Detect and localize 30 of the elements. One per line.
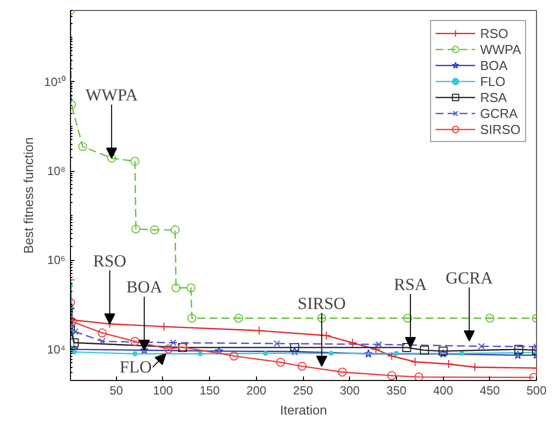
x-tick-label: 500 <box>526 384 547 398</box>
x-tick-label: 50 <box>110 384 124 398</box>
x-tick-label: 400 <box>433 384 454 398</box>
x-tick-label: 350 <box>386 384 407 398</box>
x-tick-label: 300 <box>340 384 360 398</box>
legend-label: RSO <box>480 25 508 41</box>
x-tick-label: 200 <box>246 384 267 398</box>
x-tick-label: 450 <box>480 384 500 398</box>
annotation: RSO <box>93 251 126 270</box>
legend-label: GCRA <box>480 105 518 121</box>
legend-label: RSA <box>480 89 507 105</box>
annotation: RSA <box>394 275 428 294</box>
legend-label: FLO <box>480 73 506 89</box>
x-tick-label: 250 <box>293 384 314 398</box>
annotation: WWPA <box>85 86 138 105</box>
y-tick-label: 10⁶ <box>47 253 66 268</box>
annotation: GCRA <box>446 268 494 288</box>
legend-label: BOA <box>480 57 508 73</box>
legend-label: WWPA <box>480 41 521 57</box>
x-tick-label: 100 <box>152 384 174 398</box>
y-axis-title: Best fitness function <box>21 137 36 254</box>
y-tick-label: 10¹⁰ <box>44 74 66 89</box>
annotation: SIRSO <box>298 294 346 313</box>
annotation: FLO <box>120 358 152 377</box>
annotation: BOA <box>126 278 163 297</box>
x-tick-label: 150 <box>200 384 220 398</box>
legend-label: SIRSO <box>480 121 521 137</box>
x-axis-title: Iteration <box>280 402 327 418</box>
y-tick-label: 10⁸ <box>47 164 66 178</box>
y-tick-label: 10⁴ <box>46 342 66 356</box>
